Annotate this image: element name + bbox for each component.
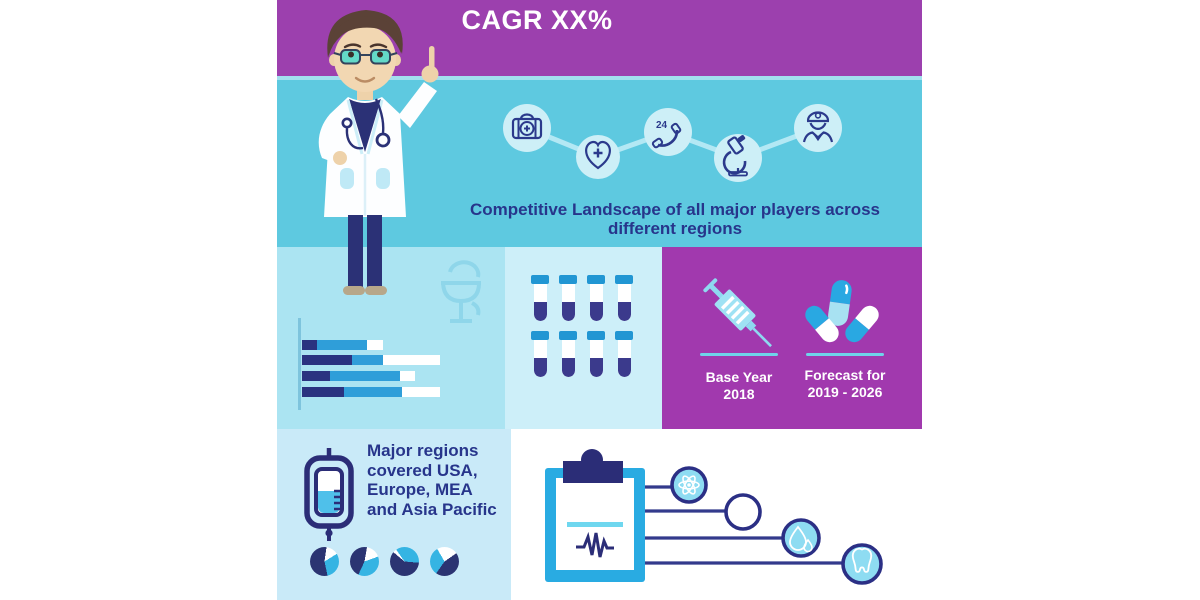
timeline-block: [662, 247, 922, 429]
tube-body: [561, 340, 575, 377]
tube-liquid: [533, 358, 547, 377]
forecast-divider: [806, 353, 884, 356]
bar-segment: [302, 387, 344, 397]
tube-liquid: [617, 302, 631, 321]
svg-text:24: 24: [656, 120, 668, 131]
bar-row: [302, 371, 415, 381]
base-year-line2: 2018: [723, 386, 755, 402]
pie-chart: [350, 547, 379, 576]
bar-segment: [302, 371, 330, 381]
clipboard-diagram: [545, 449, 883, 585]
regions-line4: and Asia Pacific: [367, 499, 497, 519]
forecast-line2: 2019 - 2026: [807, 384, 883, 400]
tooth-icon: [841, 543, 883, 585]
tube-cap: [559, 331, 577, 340]
heart-care-icon: [576, 135, 620, 179]
tube-cap: [559, 275, 577, 284]
test-tube-icon: [587, 275, 605, 321]
bar-row: [302, 387, 440, 397]
tube-liquid: [533, 302, 547, 321]
tube-cap: [531, 275, 549, 284]
test-tube-icon: [531, 331, 549, 377]
nurse-icon: [794, 104, 842, 152]
test-tube-icon: [615, 275, 633, 321]
tube-cap: [587, 331, 605, 340]
test-tube-icon: [559, 275, 577, 321]
capsule-right: [845, 305, 879, 343]
connector-lines: [645, 485, 846, 565]
bar-segment: [344, 387, 402, 397]
pie-chart: [310, 547, 339, 576]
tube-liquid: [589, 302, 603, 321]
clipboard-ecg-icon: [545, 449, 645, 582]
heading-line-2: different regions: [607, 219, 743, 238]
bar-chart-axis: [298, 318, 301, 410]
forecast-label: Forecast for 2019 - 2026: [790, 367, 900, 401]
test-tube-icon: [615, 331, 633, 377]
24h-phone-icon: 24: [644, 108, 692, 156]
pills-icon: [805, 280, 879, 343]
regions-line1: Major regions: [367, 441, 479, 460]
test-tube-icon: [587, 331, 605, 377]
tube-body: [589, 284, 603, 321]
bar-row: [302, 340, 383, 350]
base-year-divider: [700, 353, 778, 356]
tube-body: [589, 340, 603, 377]
bar-segment: [302, 340, 317, 350]
bar-segment: [400, 371, 415, 381]
bar-segment: [383, 355, 440, 365]
bar-segment: [302, 355, 352, 365]
bar-segment: [317, 340, 367, 350]
capsule-vertical: [828, 280, 852, 326]
hygieia-cup-icon: [441, 260, 481, 323]
base-year-line1: Base Year: [705, 369, 773, 385]
pie-chart: [430, 547, 459, 576]
bar-segment: [330, 371, 400, 381]
regions-line2: covered USA,: [367, 460, 478, 480]
pie-chart: [390, 547, 419, 576]
microscope-icon: [714, 134, 762, 182]
iv-bag-icon: [304, 448, 354, 541]
regions-covered-text: Major regions covered USA, Europe, MEA a…: [367, 441, 507, 519]
bar-segment: [367, 340, 383, 350]
bar-segment: [402, 387, 440, 397]
syringe-icon: [703, 278, 772, 348]
base-year-label: Base Year 2018: [684, 369, 794, 403]
tube-body: [533, 284, 547, 321]
tube-body: [561, 284, 575, 321]
dna-icon: [724, 493, 762, 531]
tube-liquid: [561, 358, 575, 377]
tube-liquid: [617, 358, 631, 377]
tube-body: [617, 284, 631, 321]
water-drop-icon: [781, 518, 821, 558]
heading-line-1: Competitive Landscape of all major playe…: [469, 200, 881, 219]
doctor-illustration: [318, 10, 439, 295]
tube-cap: [615, 275, 633, 284]
regions-line3: Europe, MEA: [367, 480, 473, 499]
cagr-title: CAGR XX%: [461, 5, 613, 35]
bar-segment: [352, 355, 383, 365]
test-tube-icon: [559, 331, 577, 377]
tube-liquid: [589, 358, 603, 377]
tube-liquid: [561, 302, 575, 321]
tube-cap: [531, 331, 549, 340]
first-aid-kit-icon: [503, 104, 551, 152]
tube-body: [617, 340, 631, 377]
test-tube-block: [505, 247, 662, 429]
atom-icon: [670, 466, 708, 504]
bar-chart-block: [277, 247, 505, 429]
capsule-left: [805, 305, 839, 343]
test-tube-icon: [531, 275, 549, 321]
tube-body: [533, 340, 547, 377]
bar-row: [302, 355, 440, 365]
services-icon-chain: 24: [503, 104, 842, 182]
tube-cap: [615, 331, 633, 340]
forecast-line1: Forecast for: [804, 367, 886, 383]
tube-cap: [587, 275, 605, 284]
competitive-landscape-heading: Competitive Landscape of all major playe…: [455, 200, 895, 238]
